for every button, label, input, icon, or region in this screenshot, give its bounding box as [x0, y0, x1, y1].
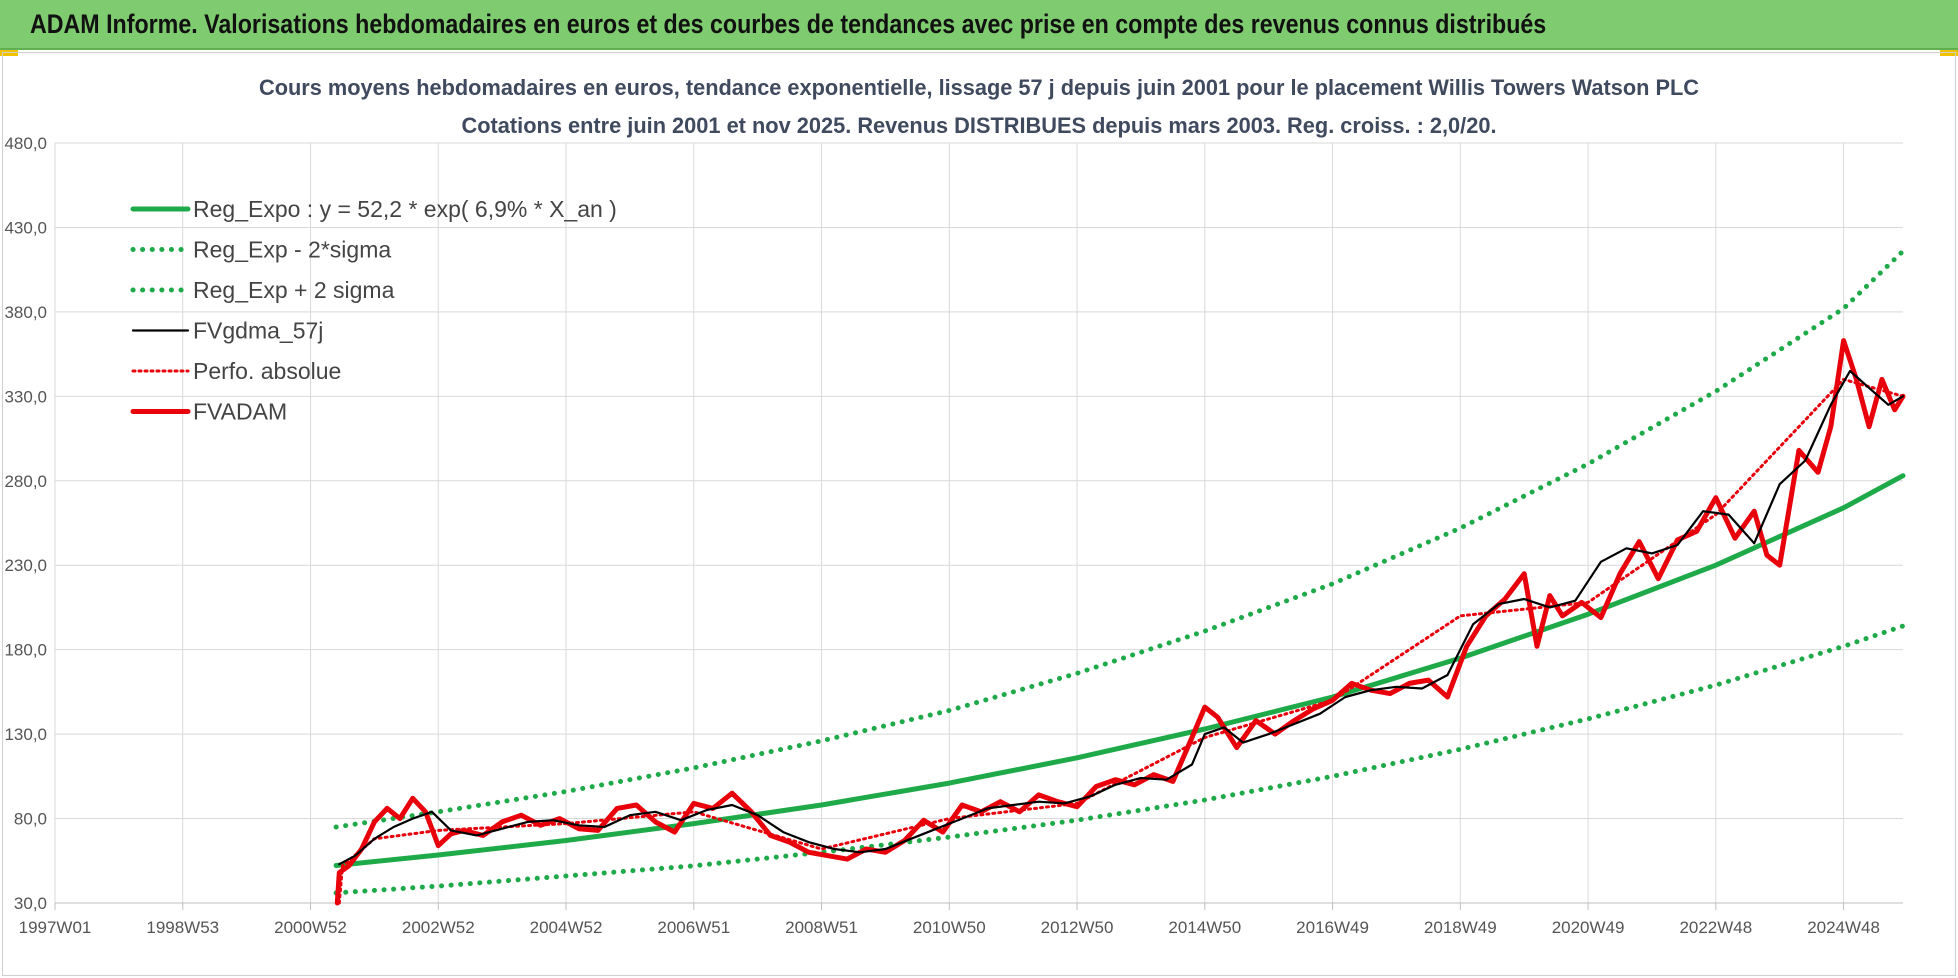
x-axis: 1997W01 1998W53 2000W52 2002W52 2004W52 2006W… — [19, 902, 1903, 937]
y-tick-label: 130,0 — [4, 725, 47, 744]
series-line-reg-exp-2-sigma — [333, 248, 1906, 830]
legend-label: FVgdma_57j — [193, 318, 323, 344]
y-tick-label: 330,0 — [4, 387, 47, 406]
x-tick-label: 2016W49 — [1296, 918, 1369, 937]
x-tick-label: 2022W48 — [1679, 918, 1752, 937]
y-tick-label: 430,0 — [4, 218, 47, 237]
x-tick-label: 2012W50 — [1041, 918, 1114, 937]
legend: Reg_Expo : y = 52,2 * exp( 6,9% * X_an )… — [130, 196, 617, 425]
x-tick-label: 2018W49 — [1424, 918, 1497, 937]
series-layer — [333, 248, 1906, 906]
x-tick-label: 1997W01 — [19, 918, 92, 937]
x-tick-label: 2010W50 — [913, 918, 986, 937]
x-tick-label: 2002W52 — [402, 918, 475, 937]
legend-label: Reg_Exp - 2*sigma — [193, 237, 391, 263]
series-line-reg-expo-y-52-2-exp-6-9-x-an — [333, 473, 1906, 868]
y-tick-label: 80,0 — [14, 810, 47, 829]
series-line-reg-exp-2-sigma — [333, 623, 1906, 896]
legend-label: Reg_Expo : y = 52,2 * exp( 6,9% * X_an ) — [193, 196, 617, 222]
legend-label: FVADAM — [193, 399, 287, 425]
x-tick-label: 2020W49 — [1552, 918, 1625, 937]
banner-title: ADAM Informe. Valorisations hebdomadaire… — [30, 9, 1547, 39]
x-tick-label: 2024W48 — [1807, 918, 1880, 937]
y-axis: 30,0 80,0 130,0 180,0 230,0 280,0 330,0 380,0 43… — [4, 134, 47, 913]
corner-mark-left — [0, 50, 18, 56]
y-tick-label: 280,0 — [4, 472, 47, 491]
x-tick-label: 1998W53 — [146, 918, 219, 937]
x-tick-label: 2008W51 — [785, 918, 858, 937]
x-tick-label: 2004W52 — [530, 918, 603, 937]
legend-label: Reg_Exp + 2 sigma — [193, 277, 395, 303]
corner-mark-right — [1940, 50, 1958, 56]
y-tick-label: 230,0 — [4, 556, 47, 575]
y-tick-label: 380,0 — [4, 303, 47, 322]
x-tick-label: 2014W50 — [1168, 918, 1241, 937]
x-tick-label: 2006W51 — [657, 918, 730, 937]
y-tick-label: 180,0 — [4, 641, 47, 660]
series-line-fvgdma-57j — [338, 369, 1905, 866]
chart-title-line-2: Cotations entre juin 2001 et nov 2025. R… — [462, 113, 1497, 138]
legend-label: Perfo. absolue — [193, 358, 341, 384]
y-tick-label: 30,0 — [14, 894, 47, 913]
chart-svg: 30,0 80,0 130,0 180,0 230,0 280,0 330,0 380,0 43… — [4, 75, 1906, 937]
title-banner: ADAM Informe. Valorisations hebdomadaire… — [0, 0, 1958, 50]
x-tick-label: 2000W52 — [274, 918, 347, 937]
chart-title-line-1: Cours moyens hebdomadaires en euros, ten… — [259, 75, 1699, 100]
chart-frame: 30,0 80,0 130,0 180,0 230,0 280,0 330,0 380,0 43… — [2, 52, 1956, 976]
grid-layer — [54, 142, 1903, 904]
y-tick-label: 480,0 — [4, 134, 47, 153]
